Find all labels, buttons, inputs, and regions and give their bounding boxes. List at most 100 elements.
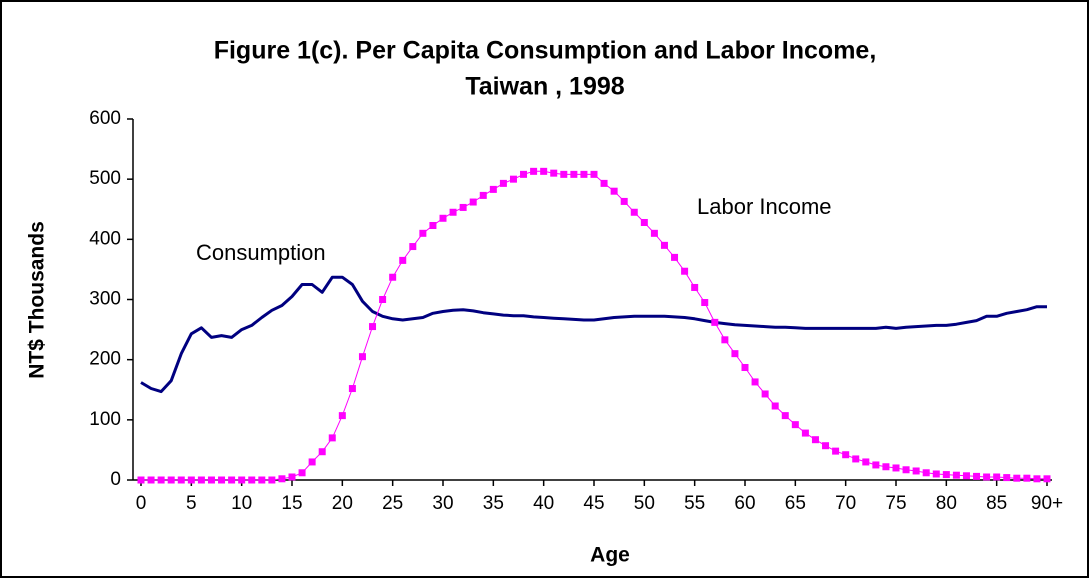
data-point — [137, 476, 145, 484]
data-point — [781, 412, 789, 420]
data-point — [157, 476, 165, 484]
y-tick-label: 0 — [110, 469, 121, 490]
x-tick-label: 35 — [483, 493, 504, 514]
data-point — [389, 273, 397, 281]
data-point — [419, 229, 427, 237]
data-point — [822, 442, 830, 450]
data-point — [338, 412, 346, 420]
annotation: Consumption — [196, 240, 326, 265]
data-point — [1013, 474, 1021, 482]
data-point — [671, 253, 679, 261]
data-point — [318, 448, 326, 456]
y-tick-label: 500 — [89, 168, 121, 189]
data-point — [922, 469, 930, 477]
data-point — [479, 191, 487, 199]
data-point — [197, 476, 205, 484]
data-point — [600, 179, 608, 187]
data-point — [902, 466, 910, 474]
data-point — [187, 476, 195, 484]
data-point — [1033, 475, 1041, 483]
data-point — [550, 169, 558, 177]
data-point — [409, 243, 417, 251]
x-tick-label: 25 — [382, 493, 403, 514]
data-point — [892, 464, 900, 472]
data-point — [701, 299, 709, 307]
chart-title: Figure 1(c). Per Capita Consumption and … — [214, 37, 877, 65]
data-point — [369, 323, 377, 331]
data-point — [439, 214, 447, 222]
y-tick-label: 200 — [89, 349, 121, 370]
data-point — [610, 187, 618, 195]
data-point — [509, 175, 517, 183]
data-point — [278, 475, 286, 483]
data-point — [379, 296, 387, 303]
data-point — [248, 476, 256, 484]
data-point — [761, 390, 769, 398]
x-tick-label: 20 — [332, 493, 353, 514]
data-point — [1023, 474, 1031, 482]
y-tick-label: 400 — [89, 228, 121, 249]
data-point — [801, 429, 809, 437]
data-point — [147, 476, 155, 484]
data-point — [308, 458, 316, 466]
data-point — [469, 198, 477, 206]
data-point — [348, 385, 356, 393]
data-point — [218, 476, 226, 484]
data-point — [650, 229, 658, 237]
data-point — [268, 476, 276, 484]
x-tick-label: 60 — [734, 493, 755, 514]
data-point — [932, 470, 940, 478]
data-point — [540, 167, 548, 175]
data-point — [298, 469, 306, 477]
x-tick-label: 55 — [684, 493, 705, 514]
data-point — [973, 472, 981, 480]
x-axis-title: Age — [590, 544, 630, 567]
x-tick-label: 50 — [634, 493, 655, 514]
y-tick-label: 600 — [89, 108, 121, 129]
x-tick-label: 5 — [186, 493, 197, 514]
data-point — [520, 170, 528, 178]
data-point — [681, 267, 689, 275]
data-point — [721, 336, 729, 344]
x-tick-label: 70 — [835, 493, 856, 514]
data-point — [449, 208, 457, 216]
data-point — [459, 203, 467, 211]
y-axis-title: NT$ Thousands — [26, 221, 49, 379]
x-tick-label: 85 — [986, 493, 1007, 514]
data-point — [570, 170, 578, 178]
data-point — [731, 350, 739, 358]
y-tick-label: 100 — [89, 409, 121, 430]
data-point — [942, 471, 950, 479]
x-tick-label: 65 — [785, 493, 806, 514]
y-tick-label: 300 — [89, 289, 121, 310]
data-point — [630, 208, 638, 216]
data-point — [862, 458, 870, 466]
data-point — [620, 197, 628, 205]
data-point — [167, 476, 175, 484]
data-point — [983, 473, 991, 481]
x-tick-label: 90+ — [1031, 493, 1063, 514]
x-tick-label: 45 — [583, 493, 604, 514]
data-point — [1003, 474, 1011, 482]
x-tick-label: 80 — [936, 493, 957, 514]
data-point — [640, 218, 648, 226]
series-line — [140, 275, 1047, 394]
data-point — [660, 241, 668, 249]
data-point — [207, 476, 215, 484]
data-point — [993, 473, 1001, 481]
data-point — [691, 283, 699, 291]
data-point — [560, 170, 568, 178]
data-point — [952, 471, 960, 479]
x-tick-label: 75 — [885, 493, 906, 514]
data-point — [912, 467, 920, 475]
annotation: Labor Income — [697, 194, 832, 219]
data-point — [811, 436, 819, 444]
chart-title: Taiwan , 1998 — [465, 73, 624, 101]
data-point — [741, 363, 749, 371]
data-point — [499, 179, 507, 187]
data-point — [288, 473, 296, 481]
data-point — [177, 476, 185, 484]
data-point — [962, 472, 970, 480]
data-point — [852, 455, 860, 463]
